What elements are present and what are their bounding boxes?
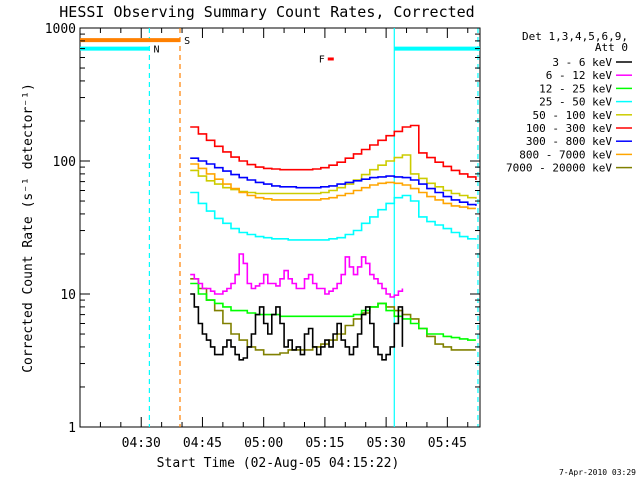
series-line-2 (190, 282, 476, 341)
y-tick-label-2: 100 (53, 155, 76, 170)
x-tick-label-3: 05:15 (305, 436, 344, 451)
flare-marker-bar (327, 57, 334, 61)
legend-label-5: 100 - 300 keV (526, 122, 612, 135)
legend-label-8: 7000 - 20000 keV (506, 162, 612, 175)
legend-label-3: 25 - 50 keV (539, 96, 612, 109)
x-axis-label: Start Time (02-Aug-05 04:15:22) (157, 456, 400, 471)
legend-label-6: 300 - 800 keV (526, 135, 612, 148)
x-tick-label-5: 05:45 (428, 436, 467, 451)
legend-label-2: 12 - 25 keV (539, 82, 612, 95)
y-tick-label-3: 1000 (45, 22, 76, 37)
y-tick-label-1: 10 (60, 288, 76, 303)
segment-label-S: S (184, 36, 190, 47)
series-line-1 (190, 253, 404, 298)
series-line-7 (190, 163, 476, 210)
legend-label-0: 3 - 6 keV (552, 56, 612, 69)
chart-title: HESSI Observing Summary Count Rates, Cor… (59, 3, 474, 21)
legend-label-4: 50 - 100 keV (533, 109, 613, 122)
series-line-4 (190, 154, 477, 199)
flare-marker-label: F (319, 54, 325, 65)
plot-frame (79, 27, 481, 428)
x-tick-label-1: 04:45 (183, 436, 222, 451)
y-tick-label-0: 1 (68, 421, 76, 436)
x-tick-label-2: 05:00 (244, 436, 283, 451)
x-tick-label-0: 04:30 (122, 436, 161, 451)
x-tick-label-4: 05:30 (367, 436, 406, 451)
series-line-3 (190, 191, 477, 241)
legend-label-1: 6 - 12 keV (546, 69, 613, 82)
legend-header-0: Det 1,3,4,5,6,9, (522, 30, 628, 43)
series-line-5 (190, 124, 477, 180)
series-line-0 (190, 293, 404, 361)
y-axis-label: Corrected Count Rate (s⁻¹ detector⁻¹) (21, 83, 36, 373)
legend-label-7: 800 - 7000 keV (519, 148, 612, 161)
segment-label-N: N (153, 45, 159, 56)
legend-header-1: Att 0 (595, 41, 628, 54)
series-line-6 (190, 157, 477, 206)
timestamp: 7-Apr-2010 03:29 (559, 468, 636, 477)
